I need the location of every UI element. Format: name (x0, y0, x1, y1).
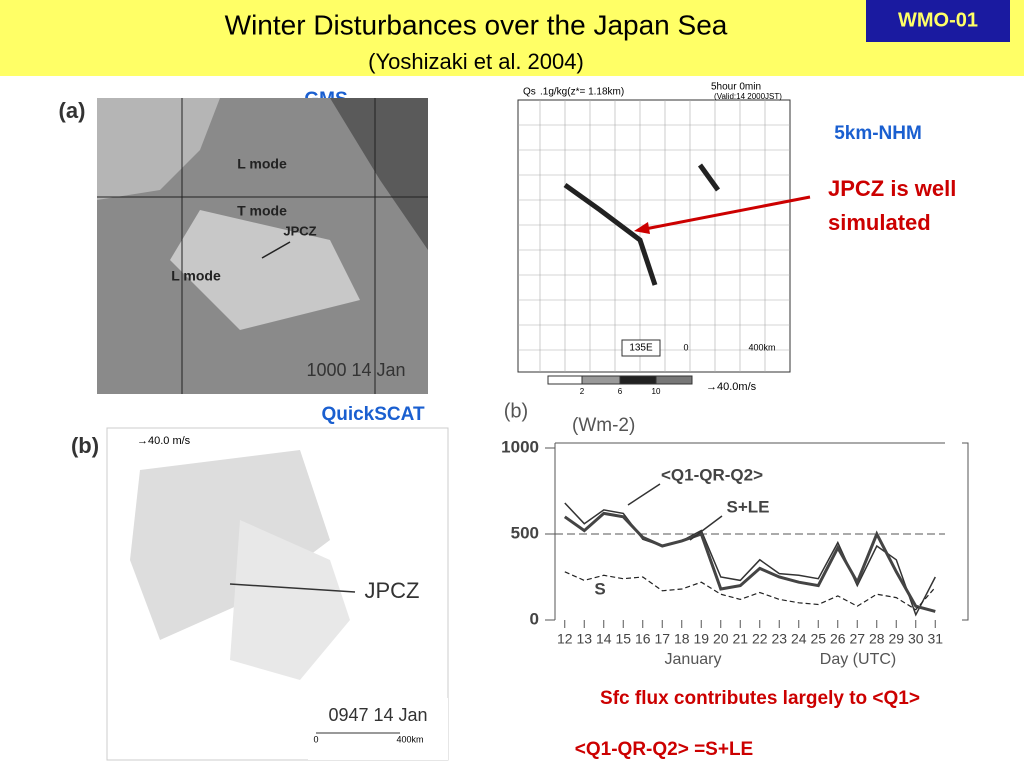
mode-label: T mode (237, 203, 287, 219)
arrow-head (634, 222, 650, 234)
x-tick-label: 29 (888, 631, 904, 647)
simulated-jpcz (563, 182, 658, 286)
y-tick-label: 500 (511, 523, 539, 542)
colorbar-label: 6 (618, 387, 623, 396)
wind-scale: →40.0 m/s (137, 435, 191, 447)
scale-start: 0 (683, 342, 688, 352)
y-tick-label: 1000 (501, 437, 539, 456)
series-line (563, 511, 936, 613)
jpcz-label: JPCZ (365, 578, 420, 603)
panel-label: (b) (71, 433, 99, 458)
series-line (564, 502, 936, 617)
timestamp: 1000 14 Jan (306, 360, 405, 380)
y-tick-label: 0 (530, 609, 539, 628)
mode-label: L mode (171, 268, 221, 284)
x-tick-label: 20 (713, 631, 729, 647)
nhm-heading: 5km-NHM (834, 123, 922, 144)
x-tick-label: 31 (927, 631, 943, 647)
scale-end: 400km (396, 734, 423, 744)
label-arrow (627, 483, 661, 506)
x-tick-label: 13 (576, 631, 592, 647)
level: .1g/kg(z*= 1.18km) (540, 87, 624, 98)
badge (866, 0, 1010, 42)
x-tick-label: 23 (771, 631, 787, 647)
colorbar-label: 10 (652, 387, 661, 396)
series-line (564, 571, 936, 611)
x-tick-label: 14 (596, 631, 612, 647)
colorbar (619, 375, 657, 385)
arrow (644, 195, 811, 231)
x-tick-label: 18 (674, 631, 690, 647)
panel-label: (a) (59, 98, 86, 123)
time: 5hour 0min (711, 82, 761, 93)
x-tick-label: 26 (830, 631, 846, 647)
x-tick-label: 21 (732, 631, 748, 647)
colorbar (655, 375, 693, 385)
frame (962, 442, 969, 621)
x-label-month: January (665, 651, 722, 668)
unit: (Wm-2) (572, 415, 635, 436)
timestamp: 0947 14 Jan (328, 705, 427, 725)
x-label: Day (UTC) (820, 651, 896, 668)
wind-scale: →40.0m/s (706, 381, 757, 393)
panel-label: (b) (504, 400, 528, 422)
x-tick-label: 22 (752, 631, 768, 647)
label-arrow (689, 515, 723, 541)
jpcz-label: JPCZ (283, 223, 316, 238)
wind-grid (518, 100, 790, 372)
cloud (97, 98, 220, 200)
footer: <Q1-QR-Q2> =S+LE (575, 739, 753, 760)
series-label: S+LE (727, 497, 770, 516)
model-map (517, 99, 791, 373)
title: Winter Disturbances over the Japan Sea (225, 9, 728, 40)
cloud (170, 210, 360, 330)
x-tick-label: 12 (557, 631, 573, 647)
badge-text: WMO-01 (898, 9, 978, 31)
wind-field (130, 450, 330, 640)
arrow (229, 583, 356, 593)
mode-label: L mode (237, 156, 287, 172)
x-tick-label: 24 (791, 631, 807, 647)
colorbar (547, 375, 583, 385)
quickscat-heading: QuickSCAT (321, 404, 425, 425)
label-box (621, 339, 661, 357)
annotation: simulated (828, 210, 931, 235)
subtitle: (Yoshizaki et al. 2004) (368, 49, 584, 74)
longitude: 135E (629, 343, 653, 354)
series-label: S (594, 579, 605, 598)
valid-time: (Valid:14 2000JST) (714, 92, 782, 101)
colorbar (581, 375, 621, 385)
land (230, 520, 350, 680)
x-tick-label: 27 (849, 631, 865, 647)
scale-end: 400km (748, 342, 775, 352)
x-tick-label: 19 (693, 631, 709, 647)
x-tick-label: 25 (810, 631, 826, 647)
field: Qs (523, 87, 536, 98)
scale-start: 0 (313, 734, 318, 744)
arrow (261, 241, 291, 259)
x-tick-label: 28 (869, 631, 885, 647)
header-band (0, 0, 1024, 76)
land (330, 98, 428, 250)
x-tick-label: 15 (615, 631, 631, 647)
series-label: <Q1-QR-Q2> (661, 465, 763, 484)
x-tick-label: 16 (635, 631, 651, 647)
annotation: JPCZ is well (828, 176, 956, 201)
label-box (308, 698, 448, 760)
footer: Sfc flux contributes largely to <Q1> (600, 688, 920, 709)
cloud-band (697, 163, 721, 192)
x-tick-label: 30 (908, 631, 924, 647)
x-tick-label: 17 (654, 631, 670, 647)
colorbar-label: 2 (580, 387, 585, 396)
